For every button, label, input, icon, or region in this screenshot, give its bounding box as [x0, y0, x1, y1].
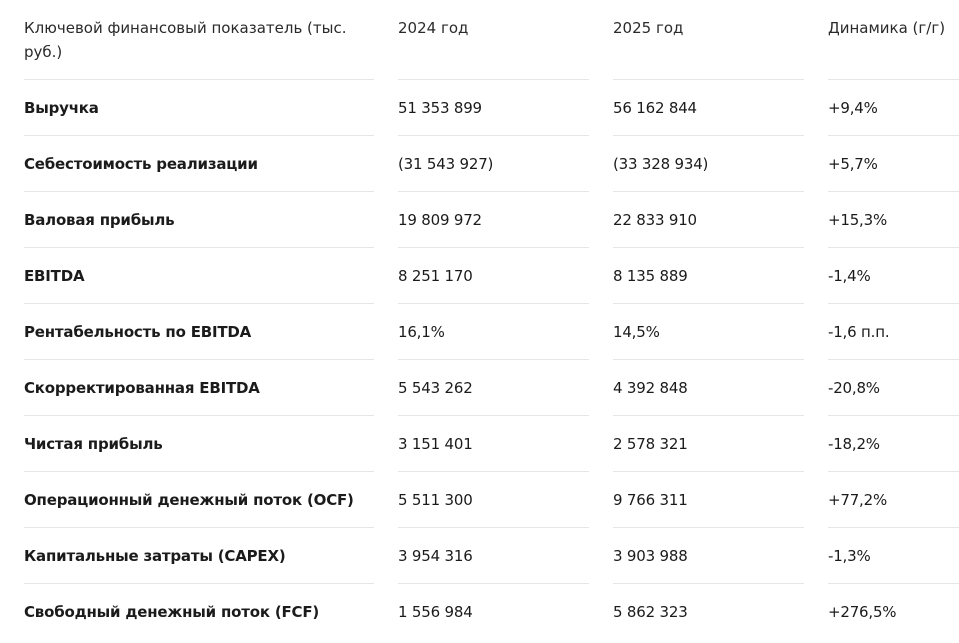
table-cell: -1,3%: [828, 528, 959, 584]
table-cell: 51 353 899: [398, 80, 589, 136]
table-cell: (33 328 934): [613, 136, 804, 192]
table-cell: 16,1%: [398, 304, 589, 360]
row-label: Свободный денежный поток (FCF): [24, 603, 320, 621]
table-cell: +276,5%: [828, 603, 897, 621]
table-cell: 2 578 321: [613, 416, 804, 472]
table-cell: (31 543 927): [398, 136, 589, 192]
table-cell: +9,4%: [828, 80, 959, 136]
table-cell: -1,4%: [828, 248, 959, 304]
table-cell: 5 511 300: [398, 472, 589, 528]
table-cell: +5,7%: [828, 136, 959, 192]
table-cell: 8 251 170: [398, 248, 589, 304]
table-cell: 22 833 910: [613, 192, 804, 248]
row-label: EBITDA: [24, 248, 374, 304]
header-cell: Динамика (г/г): [828, 0, 959, 80]
table-cell: 5 543 262: [398, 360, 589, 416]
table-cell: 1 556 984: [398, 603, 473, 621]
row-label: Валовая прибыль: [24, 192, 374, 248]
table-cell: 3 954 316: [398, 528, 589, 584]
table-cell: -20,8%: [828, 360, 959, 416]
table-cell: 4 392 848: [613, 360, 804, 416]
header-cell: 2024 год: [398, 0, 589, 80]
table-cell: 56 162 844: [613, 80, 804, 136]
row-label: Капитальные затраты (CAPEX): [24, 528, 374, 584]
table-cell: +77,2%: [828, 472, 959, 528]
table-cell: -1,6 п.п.: [828, 304, 959, 360]
table-cell: 19 809 972: [398, 192, 589, 248]
row-label: Выручка: [24, 80, 374, 136]
table-cell: 14,5%: [613, 304, 804, 360]
row-label: Операционный денежный поток (OCF): [24, 472, 374, 528]
row-label: Рентабельность по EBITDA: [24, 304, 374, 360]
table-cell: 3 903 988: [613, 528, 804, 584]
table-cell: +15,3%: [828, 192, 959, 248]
row-label: Себестоимость реализации: [24, 136, 374, 192]
table-cell: 8 135 889: [613, 248, 804, 304]
table-cell: 9 766 311: [613, 472, 804, 528]
table-cell: -18,2%: [828, 416, 959, 472]
header-cell: Ключевой финансовый показатель (тыс. руб…: [24, 0, 374, 80]
row-label: Скорректированная EBITDA: [24, 360, 374, 416]
table-cell: 5 862 323: [613, 603, 688, 621]
row-label: Чистая прибыль: [24, 416, 374, 472]
header-cell: 2025 год: [613, 0, 804, 80]
table-cell: 3 151 401: [398, 416, 589, 472]
